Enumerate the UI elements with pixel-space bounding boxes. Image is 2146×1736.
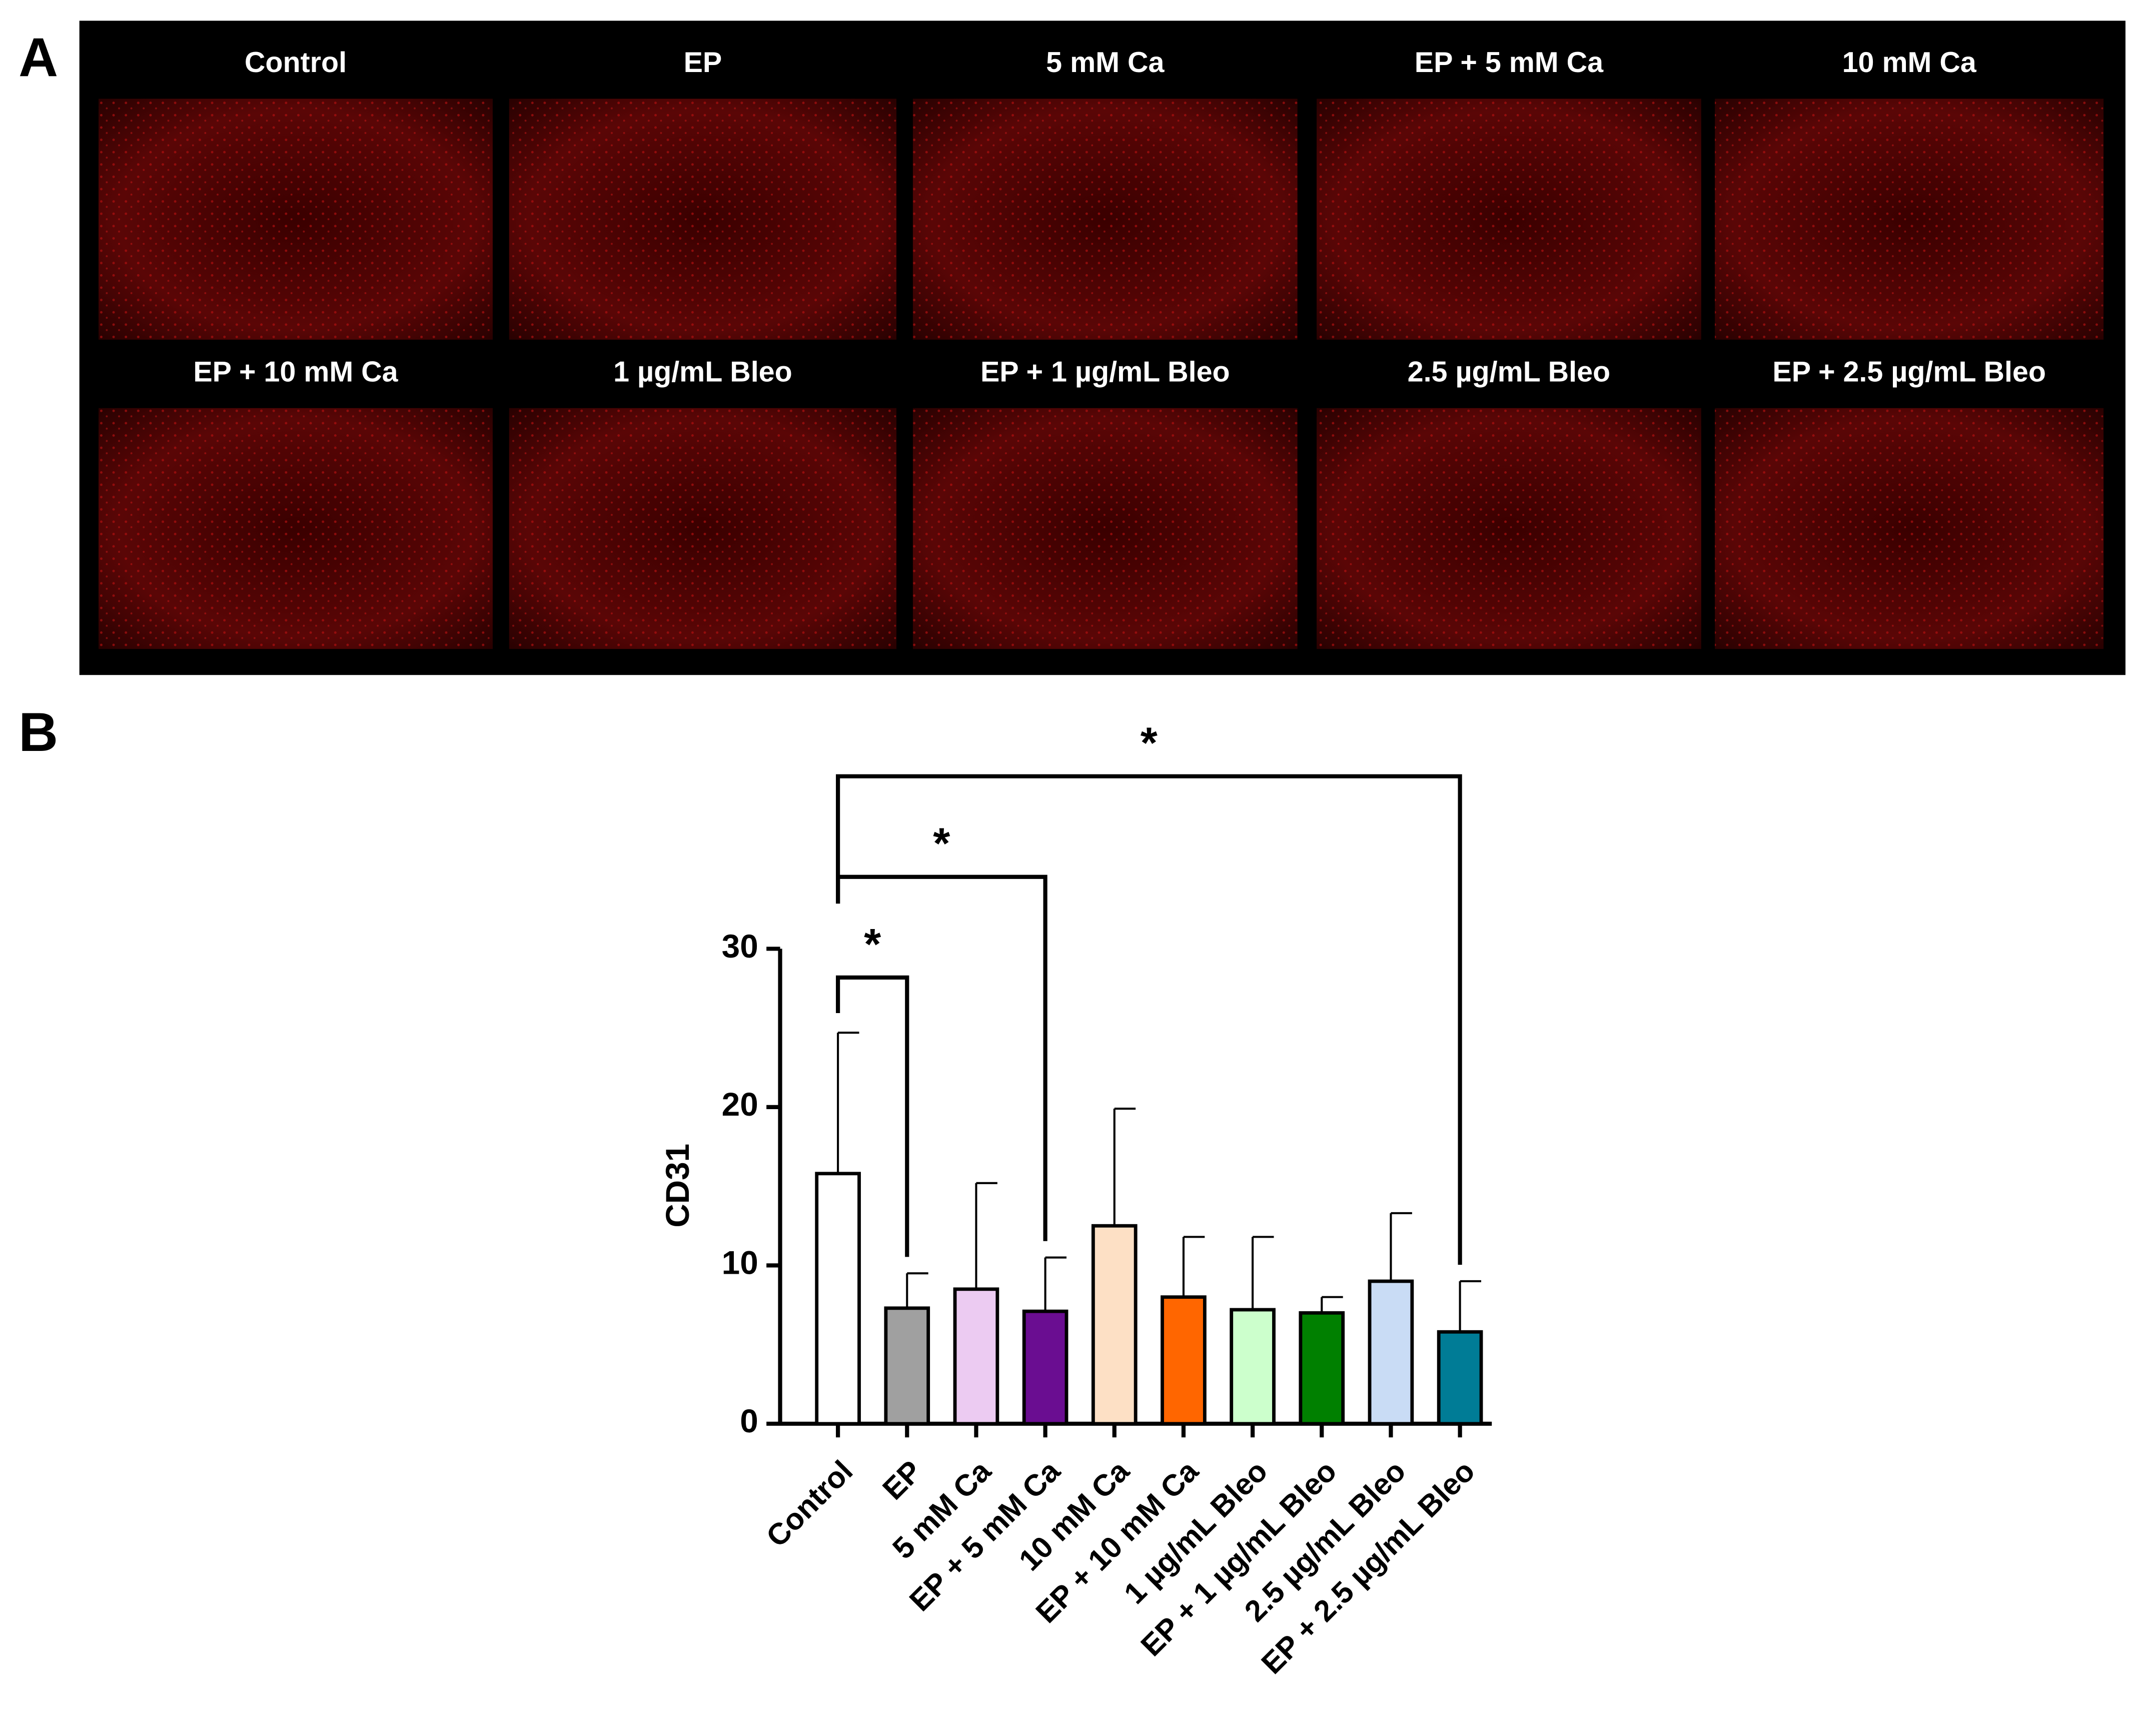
y-tick-label: 0 [740, 1403, 758, 1439]
micrograph-texture [98, 99, 493, 340]
significance-bracket [835, 975, 909, 1257]
x-tick-label: EP [876, 1454, 928, 1506]
y-axis-label: CD31 [659, 1144, 696, 1228]
micrograph-texture [912, 99, 1298, 340]
micrograph-texture [509, 99, 897, 340]
bar [1368, 1279, 1414, 1426]
significance-label: * [864, 920, 881, 969]
micrograph-texture [1715, 408, 2104, 649]
micrograph-texture [98, 408, 493, 649]
significance-label: * [1141, 718, 1158, 767]
image-label: EP + 10 mM Ca [193, 356, 398, 388]
panel-label: B [19, 702, 58, 763]
significance-label: * [933, 819, 950, 868]
y-tick-label: 30 [722, 928, 758, 965]
micrograph-texture [1317, 99, 1701, 340]
image-label: 1 µg/mL Bleo [613, 356, 792, 388]
y-tick-label: 20 [722, 1086, 758, 1123]
y-tick-label: 10 [722, 1245, 758, 1281]
image-label: 5 mM Ca [1046, 47, 1165, 79]
bar [1161, 1295, 1207, 1426]
panel-label: A [19, 27, 58, 88]
image-label: EP [684, 47, 722, 79]
bar [953, 1287, 999, 1426]
bar [1022, 1309, 1068, 1426]
bar [884, 1306, 930, 1426]
image-label: EP + 2.5 µg/mL Bleo [1772, 356, 2046, 388]
micrograph-texture [1317, 408, 1701, 649]
significance-bracket [835, 774, 1462, 1265]
image-label: EP + 5 mM Ca [1415, 47, 1604, 79]
bar [1230, 1308, 1276, 1426]
image-label: EP + 1 µg/mL Bleo [980, 356, 1230, 388]
micrograph-texture [912, 408, 1298, 649]
x-tick-label: Control [760, 1454, 859, 1553]
image-label: 10 mM Ca [1842, 47, 1977, 79]
bar [1091, 1224, 1138, 1426]
micrograph-texture [509, 408, 897, 649]
bar [1299, 1311, 1345, 1426]
image-label: 2.5 µg/mL Bleo [1408, 356, 1610, 388]
bar [1437, 1330, 1483, 1426]
image-label: Control [245, 47, 347, 79]
micrograph-texture [1715, 99, 2104, 340]
bar [815, 1172, 861, 1426]
